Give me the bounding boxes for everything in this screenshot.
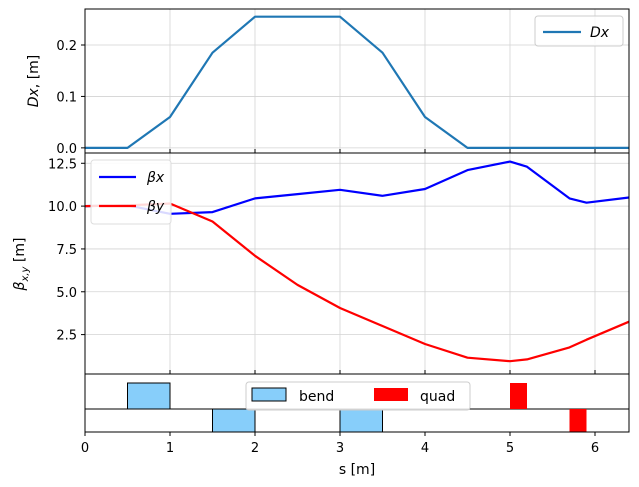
bend-element-2: [339, 408, 383, 433]
bend-element-0: [127, 382, 171, 410]
x-tick-label-2: 2: [251, 441, 259, 456]
legend-quad-label: quad: [420, 389, 455, 405]
x-tick-label-1: 1: [166, 441, 174, 456]
y-tick-label-1: 0.1: [56, 90, 77, 105]
y-tick-label-2: 0.2: [56, 39, 77, 54]
lattice-elements: [127, 382, 587, 433]
series-line-Dx: [85, 15, 629, 149]
x-axis-label: s [m]: [339, 462, 375, 478]
quad-element-3: [510, 383, 527, 409]
lattice-x-ticks: 0 1 2 3 4 5 6: [81, 432, 599, 456]
beta-y-axis-label: βx,y [m]: [12, 238, 31, 292]
dispersion-panel: 0.0 0.1 0.2 Dx, [m] Dx: [26, 8, 630, 157]
x-tick-label-3: 3: [336, 441, 344, 456]
legend-bend-label: bend: [299, 389, 334, 405]
beta-series: [84, 160, 630, 363]
y-tick-label-3: 10.0: [48, 200, 77, 215]
legend-betax-label: βx: [146, 170, 165, 186]
y-tick-label-1: 5.0: [56, 286, 77, 301]
dispersion-legend: Dx: [534, 15, 624, 47]
lattice-legend: bend quad: [245, 381, 471, 411]
beta-y-ticks: 2.5 5.0 7.5 10.0 12.5: [48, 157, 596, 374]
y-tick-label-4: 12.5: [48, 157, 77, 172]
quad-element-4: [569, 409, 587, 432]
x-tick-label-6: 6: [591, 441, 599, 456]
legend-dx-label: Dx: [590, 25, 610, 41]
beta-legend: βx βy: [90, 159, 172, 225]
series-line-βx: [84, 160, 630, 215]
x-tick-label-4: 4: [421, 441, 429, 456]
x-tick-label-0: 0: [81, 441, 89, 456]
legend-quad-swatch: [374, 388, 408, 401]
lattice-frame: [84, 373, 630, 433]
lattice-legend-box: [245, 381, 471, 411]
legend-betay-label: βy: [146, 199, 165, 215]
lattice-panel: 0 1 2 3 4 5 6 s [m] bend quad: [81, 373, 630, 478]
legend-bend-swatch: [251, 387, 287, 402]
series-line-βy: [84, 202, 630, 363]
dispersion-series: [85, 15, 629, 149]
y-tick-label-0: 2.5: [56, 329, 77, 344]
beta-panel: 2.5 5.0 7.5 10.0 12.5 βx,y [m] βx βy: [12, 152, 630, 375]
x-tick-label-5: 5: [506, 441, 514, 456]
dispersion-y-axis-label: Dx, [m]: [26, 55, 42, 108]
y-tick-label-2: 7.5: [56, 243, 77, 258]
dispersion-y-ticks: 0.0 0.1 0.2: [56, 39, 596, 157]
y-tick-label-0: 0.0: [56, 142, 77, 157]
bend-element-1: [212, 408, 256, 433]
